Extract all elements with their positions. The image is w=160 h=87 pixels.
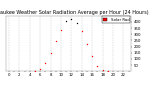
Legend: Solar Rad: Solar Rad	[102, 16, 130, 23]
Title: Milwaukee Weather Solar Radiation Average per Hour (24 Hours): Milwaukee Weather Solar Radiation Averag…	[0, 10, 149, 15]
